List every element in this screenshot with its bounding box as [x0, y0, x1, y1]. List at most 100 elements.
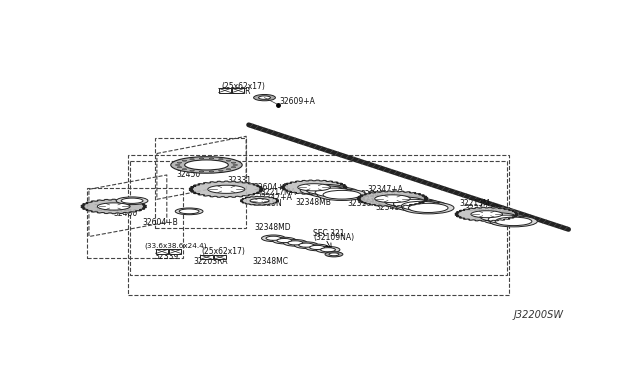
- Text: J32200SW: J32200SW: [513, 310, 564, 320]
- Text: 32225N: 32225N: [253, 199, 282, 208]
- Text: SEC 321: SEC 321: [313, 229, 344, 238]
- Ellipse shape: [388, 198, 439, 210]
- Ellipse shape: [483, 214, 531, 225]
- Ellipse shape: [182, 160, 187, 161]
- Text: (25x62x17): (25x62x17): [221, 82, 265, 91]
- Ellipse shape: [266, 236, 281, 240]
- Ellipse shape: [175, 164, 180, 166]
- Ellipse shape: [495, 217, 532, 225]
- Text: 32348MD: 32348MD: [255, 224, 291, 232]
- Text: 32460: 32460: [114, 209, 138, 218]
- Ellipse shape: [490, 216, 538, 227]
- Ellipse shape: [177, 167, 182, 168]
- Ellipse shape: [396, 200, 447, 212]
- Ellipse shape: [177, 162, 182, 163]
- Text: (32109NA): (32109NA): [313, 234, 355, 243]
- Ellipse shape: [259, 96, 271, 99]
- Ellipse shape: [199, 171, 204, 172]
- Text: 32604+B: 32604+B: [253, 183, 289, 192]
- Ellipse shape: [284, 240, 307, 246]
- Ellipse shape: [179, 209, 199, 214]
- Ellipse shape: [199, 158, 204, 159]
- Text: 32348MC: 32348MC: [253, 257, 289, 266]
- Text: 32604+B: 32604+B: [481, 214, 516, 222]
- Ellipse shape: [277, 238, 292, 243]
- Bar: [219, 88, 231, 93]
- Polygon shape: [455, 207, 518, 221]
- Text: 32348MB: 32348MB: [296, 198, 332, 207]
- Ellipse shape: [233, 164, 237, 166]
- Ellipse shape: [182, 169, 187, 170]
- Ellipse shape: [305, 244, 329, 251]
- Bar: [156, 249, 168, 254]
- Text: (25x62x17): (25x62x17): [202, 247, 245, 256]
- Bar: [169, 249, 181, 254]
- Ellipse shape: [190, 158, 195, 160]
- Ellipse shape: [253, 94, 275, 101]
- Ellipse shape: [273, 237, 296, 244]
- Text: 32347+A: 32347+A: [256, 193, 292, 202]
- Ellipse shape: [488, 215, 525, 224]
- Ellipse shape: [315, 188, 353, 197]
- Ellipse shape: [480, 213, 517, 221]
- Text: 32203RA: 32203RA: [193, 257, 228, 266]
- Ellipse shape: [218, 158, 223, 160]
- Ellipse shape: [226, 160, 231, 161]
- Ellipse shape: [121, 198, 143, 203]
- Ellipse shape: [323, 190, 361, 199]
- Text: 32347+A: 32347+A: [360, 190, 396, 199]
- Ellipse shape: [379, 196, 430, 208]
- Ellipse shape: [394, 199, 433, 208]
- Text: 32347+A: 32347+A: [465, 204, 500, 213]
- Ellipse shape: [300, 185, 350, 196]
- Bar: [200, 255, 212, 259]
- Text: 32450: 32450: [177, 170, 201, 179]
- Text: 32348MB: 32348MB: [472, 209, 508, 218]
- Ellipse shape: [171, 157, 242, 173]
- Ellipse shape: [226, 169, 231, 170]
- Polygon shape: [81, 199, 147, 214]
- Ellipse shape: [298, 184, 330, 191]
- Bar: [232, 88, 244, 93]
- Ellipse shape: [329, 253, 339, 256]
- Ellipse shape: [475, 212, 522, 222]
- Ellipse shape: [97, 203, 130, 210]
- Polygon shape: [282, 180, 347, 195]
- Polygon shape: [189, 181, 263, 198]
- Ellipse shape: [190, 170, 195, 171]
- Ellipse shape: [375, 195, 410, 203]
- Ellipse shape: [401, 201, 441, 211]
- Ellipse shape: [208, 185, 245, 193]
- Text: 32348MB: 32348MB: [375, 203, 411, 212]
- Ellipse shape: [231, 162, 236, 163]
- Ellipse shape: [218, 170, 223, 171]
- Ellipse shape: [185, 160, 228, 170]
- Ellipse shape: [116, 197, 148, 205]
- Ellipse shape: [175, 208, 203, 215]
- Text: 32604+B: 32604+B: [392, 201, 428, 209]
- Ellipse shape: [288, 241, 303, 245]
- Ellipse shape: [209, 171, 214, 172]
- Text: 32331: 32331: [228, 176, 252, 185]
- Ellipse shape: [408, 203, 448, 212]
- Bar: [214, 255, 226, 259]
- Ellipse shape: [309, 187, 359, 198]
- Ellipse shape: [321, 248, 335, 252]
- Polygon shape: [241, 196, 278, 205]
- Ellipse shape: [310, 246, 324, 250]
- Ellipse shape: [250, 199, 269, 203]
- Ellipse shape: [385, 197, 424, 206]
- Ellipse shape: [262, 235, 285, 241]
- Ellipse shape: [471, 211, 502, 218]
- Ellipse shape: [299, 243, 314, 247]
- Text: 32217MA: 32217MA: [260, 188, 296, 197]
- Ellipse shape: [209, 158, 214, 159]
- Text: 32347+A: 32347+A: [367, 185, 404, 193]
- Ellipse shape: [403, 202, 454, 214]
- Text: 32339: 32339: [154, 251, 179, 260]
- Text: 32347+A: 32347+A: [360, 195, 396, 204]
- Ellipse shape: [231, 167, 236, 168]
- Text: 32609+A: 32609+A: [280, 97, 316, 106]
- Ellipse shape: [325, 252, 343, 257]
- Text: 32203R: 32203R: [221, 87, 251, 96]
